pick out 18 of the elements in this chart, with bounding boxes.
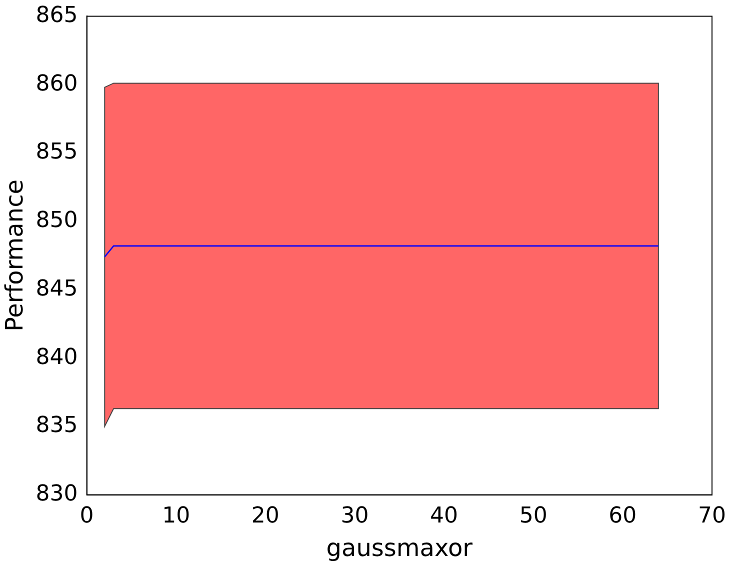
x-tick-label: 10 (162, 504, 190, 529)
x-tick-label: 0 (80, 504, 94, 529)
x-tick-label: 60 (608, 504, 637, 529)
y-tick-label: 830 (36, 482, 78, 507)
x-tick-label: 50 (519, 504, 548, 529)
y-tick-label: 840 (36, 344, 78, 370)
y-tick-label: 845 (36, 276, 78, 302)
y-tick-label: 865 (36, 2, 78, 28)
x-tick-label: 40 (430, 504, 458, 529)
x-tick-label: 30 (340, 504, 369, 529)
y-tick-label: 855 (36, 140, 78, 165)
y-tick-label: 850 (36, 208, 78, 234)
y-tick-label: 835 (36, 413, 78, 438)
x-axis-title: gaussmaxor (326, 534, 473, 562)
x-tick-label: 20 (251, 504, 280, 529)
x-tick-label: 70 (698, 504, 726, 529)
y-tick-label: 860 (36, 71, 78, 96)
y-axis-title: Performance (0, 179, 29, 332)
